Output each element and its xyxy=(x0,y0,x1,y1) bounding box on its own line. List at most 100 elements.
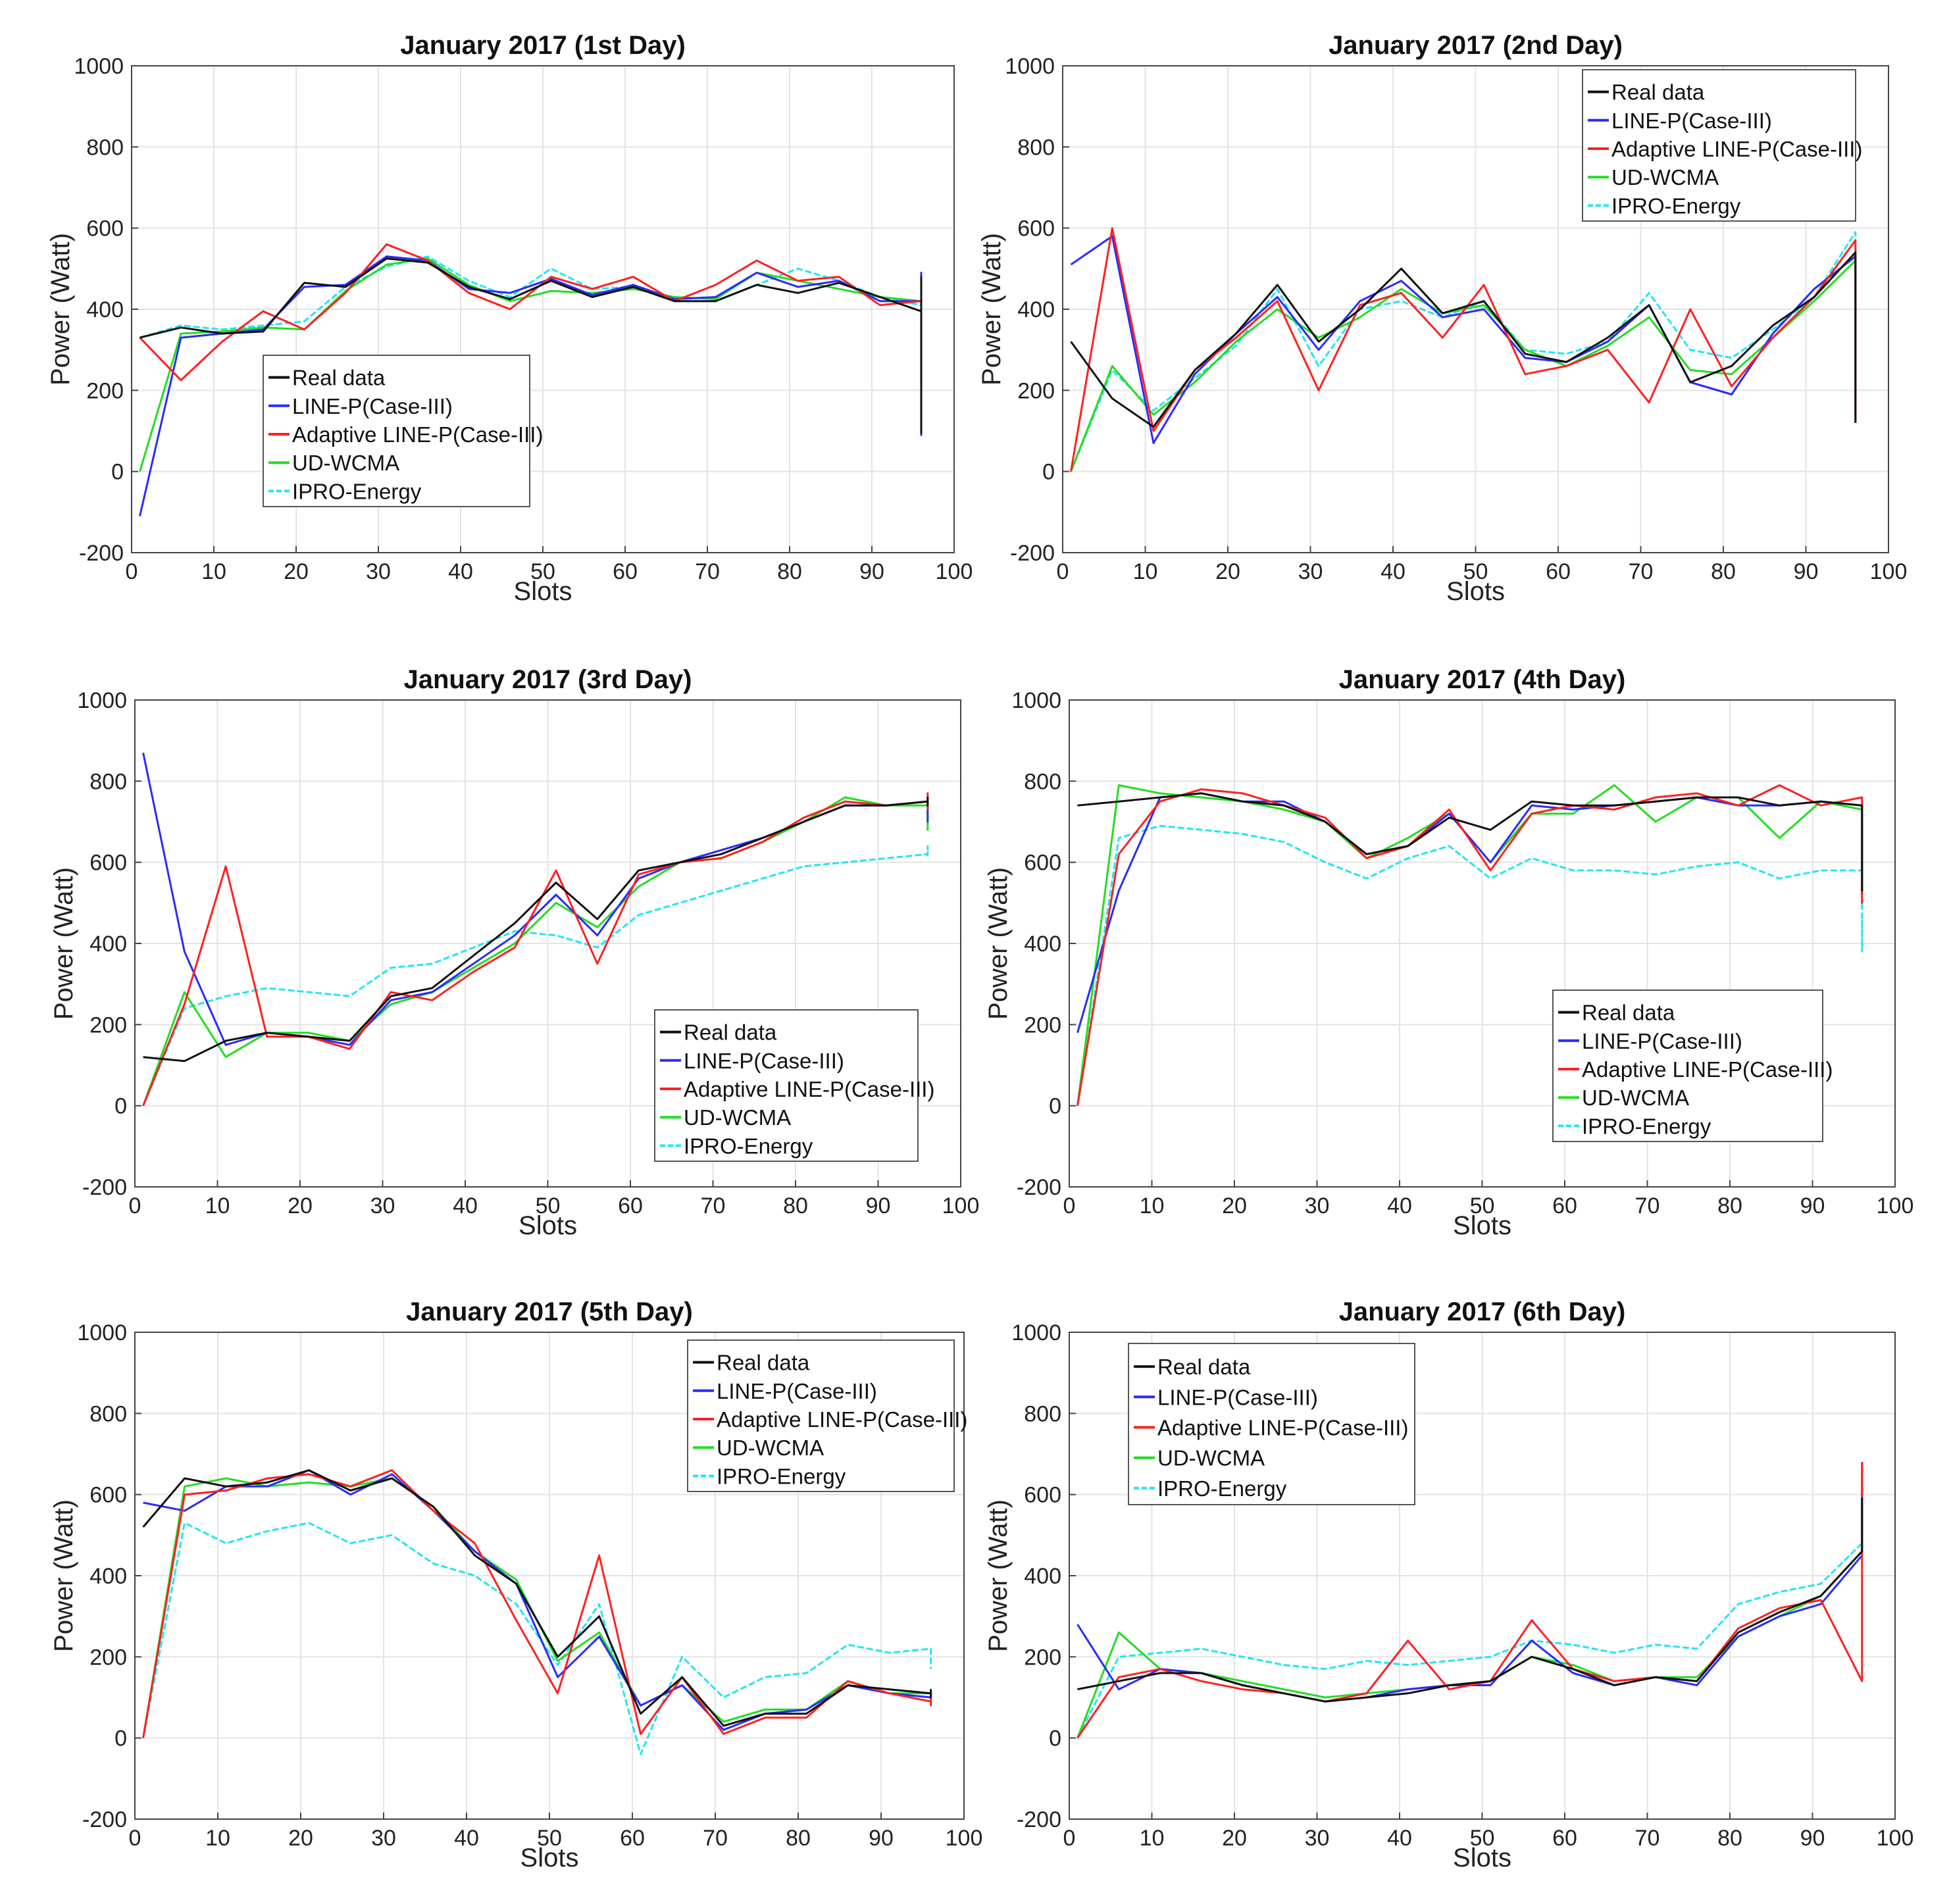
x-axis-label: Slots xyxy=(1453,1211,1511,1240)
x-tick-label: 30 xyxy=(1305,1193,1330,1218)
x-tick-label: 70 xyxy=(703,1826,728,1851)
x-tick-label: 80 xyxy=(1717,1826,1742,1851)
x-tick-label: 90 xyxy=(1794,559,1819,584)
x-tick-label: 30 xyxy=(370,1193,395,1218)
x-tick-label: 40 xyxy=(1387,1826,1412,1851)
legend-box xyxy=(687,1340,955,1492)
y-tick-label: 800 xyxy=(1024,769,1061,794)
y-tick-label: -200 xyxy=(82,1807,127,1832)
y-tick-label: 600 xyxy=(1024,1483,1061,1508)
y-tick-label: 400 xyxy=(1024,932,1061,957)
x-tick-label: 80 xyxy=(786,1826,811,1851)
x-tick-label: 50 xyxy=(530,559,555,584)
legend-label: Real data xyxy=(1157,1355,1251,1379)
legend-label: IPRO-Energy xyxy=(1611,193,1741,218)
series-line-adaptive-line-p-case-iii- xyxy=(1077,1462,1863,1739)
legend: Real data LINE-P(Case-III) Adaptive LINE-P… xyxy=(263,355,543,507)
x-tick-label: 20 xyxy=(1215,559,1240,584)
y-axis-label: Power (Watt) xyxy=(49,867,78,1020)
y-tick-label: 400 xyxy=(86,297,124,322)
legend-box xyxy=(263,355,530,507)
x-tick-label: 90 xyxy=(1800,1826,1825,1851)
x-tick-label: 40 xyxy=(454,1826,479,1851)
legend-label: Adaptive LINE-P(Case-III) xyxy=(684,1077,934,1101)
legend-box xyxy=(1582,69,1856,222)
y-axis-label: Power (Watt) xyxy=(977,233,1006,386)
y-tick-label: -200 xyxy=(1010,541,1055,566)
y-tick-label: 1000 xyxy=(77,1320,127,1345)
y-tick-label: 200 xyxy=(89,1645,127,1670)
x-tick-label: 90 xyxy=(866,1193,891,1218)
y-tick-label: 600 xyxy=(89,851,127,876)
x-tick-label: 0 xyxy=(126,559,138,584)
legend-label: Adaptive LINE-P(Case-III) xyxy=(1611,137,1862,161)
x-tick-label: 0 xyxy=(1063,1826,1076,1851)
x-tick-label: 100 xyxy=(946,1826,983,1851)
y-tick-label: 1000 xyxy=(74,54,124,79)
series-line-ud-wcma xyxy=(142,1477,932,1738)
chart-title: January 2017 (6th Day) xyxy=(1339,1297,1626,1326)
x-tick-label: 50 xyxy=(1470,1826,1495,1851)
chart-title: January 2017 (2nd Day) xyxy=(1329,31,1623,60)
legend-label: UD-WCMA xyxy=(1611,165,1719,189)
x-tick-label: 70 xyxy=(695,559,720,584)
y-tick-label: 0 xyxy=(111,460,124,485)
legend-label: UD-WCMA xyxy=(684,1105,791,1130)
y-tick-label: 1000 xyxy=(1011,688,1061,713)
legend-label: LINE-P(Case-III) xyxy=(717,1379,877,1403)
legend-label: LINE-P(Case-III) xyxy=(1611,109,1772,133)
chart-2: 0 10 20 30 40 50 60 70 80 90 100-20002004006008001… xyxy=(977,31,1907,606)
legend-label: Real data xyxy=(292,366,386,390)
legend-label: IPRO-Energy xyxy=(684,1134,813,1158)
y-axis-label: Power (Watt) xyxy=(49,1499,78,1652)
x-tick-label: 20 xyxy=(1222,1193,1247,1218)
series-group xyxy=(1077,1462,1863,1739)
x-tick-label: 30 xyxy=(371,1826,396,1851)
chart-3: 0 10 20 30 40 50 60 70 80 90 100-20002004006008001… xyxy=(49,665,979,1240)
legend-box xyxy=(654,1009,919,1162)
x-tick-label: 10 xyxy=(205,1193,230,1218)
x-tick-label: 30 xyxy=(1305,1826,1330,1851)
x-tick-label: 40 xyxy=(1381,559,1406,584)
x-tick-label: 40 xyxy=(448,559,473,584)
y-tick-label: 800 xyxy=(89,769,127,794)
x-tick-label: 60 xyxy=(613,559,638,584)
y-tick-label: 0 xyxy=(114,1094,127,1119)
x-tick-label: 0 xyxy=(1063,1193,1076,1218)
legend: Real data LINE-P(Case-III) Adaptive LINE-P… xyxy=(1582,69,1862,222)
y-tick-label: 200 xyxy=(1024,1645,1061,1670)
y-tick-label: 600 xyxy=(86,216,124,241)
y-tick-label: 600 xyxy=(1024,851,1061,876)
x-tick-label: 10 xyxy=(1140,1826,1165,1851)
series-line-ipro-energy xyxy=(142,1522,932,1755)
x-tick-label: 100 xyxy=(1877,1826,1914,1851)
series-line-ipro-energy xyxy=(142,845,929,1107)
x-tick-label: 10 xyxy=(205,1826,230,1851)
y-tick-label: 0 xyxy=(114,1726,127,1751)
x-tick-label: 70 xyxy=(1629,559,1654,584)
y-axis-label: Power (Watt) xyxy=(984,1499,1013,1652)
y-tick-label: 0 xyxy=(1049,1726,1061,1751)
x-tick-label: 60 xyxy=(1546,559,1571,584)
x-axis-label: Slots xyxy=(520,1843,579,1872)
y-axis-label: Power (Watt) xyxy=(984,867,1013,1020)
x-tick-label: 50 xyxy=(537,1826,562,1851)
series-group xyxy=(1070,227,1857,472)
chart-title: January 2017 (4th Day) xyxy=(1339,665,1626,694)
x-tick-label: 90 xyxy=(869,1826,894,1851)
x-tick-label: 80 xyxy=(1711,559,1736,584)
legend-label: Adaptive LINE-P(Case-III) xyxy=(1582,1057,1833,1082)
legend-label: IPRO-Energy xyxy=(1582,1114,1711,1138)
chart-title: January 2017 (5th Day) xyxy=(406,1297,693,1326)
legend-label: LINE-P(Case-III) xyxy=(1582,1029,1742,1053)
y-tick-label: 400 xyxy=(1024,1564,1061,1589)
x-tick-label: 30 xyxy=(1298,559,1323,584)
legend: Real data LINE-P(Case-III) Adaptive LINE-P… xyxy=(654,1009,934,1162)
series-group xyxy=(142,752,929,1107)
y-tick-label: -200 xyxy=(82,1175,127,1200)
x-tick-label: 100 xyxy=(1877,1193,1914,1218)
x-tick-label: 70 xyxy=(1635,1826,1660,1851)
legend-label: Real data xyxy=(1582,1001,1675,1025)
x-tick-label: 70 xyxy=(1635,1193,1660,1218)
y-tick-label: 0 xyxy=(1042,460,1055,485)
